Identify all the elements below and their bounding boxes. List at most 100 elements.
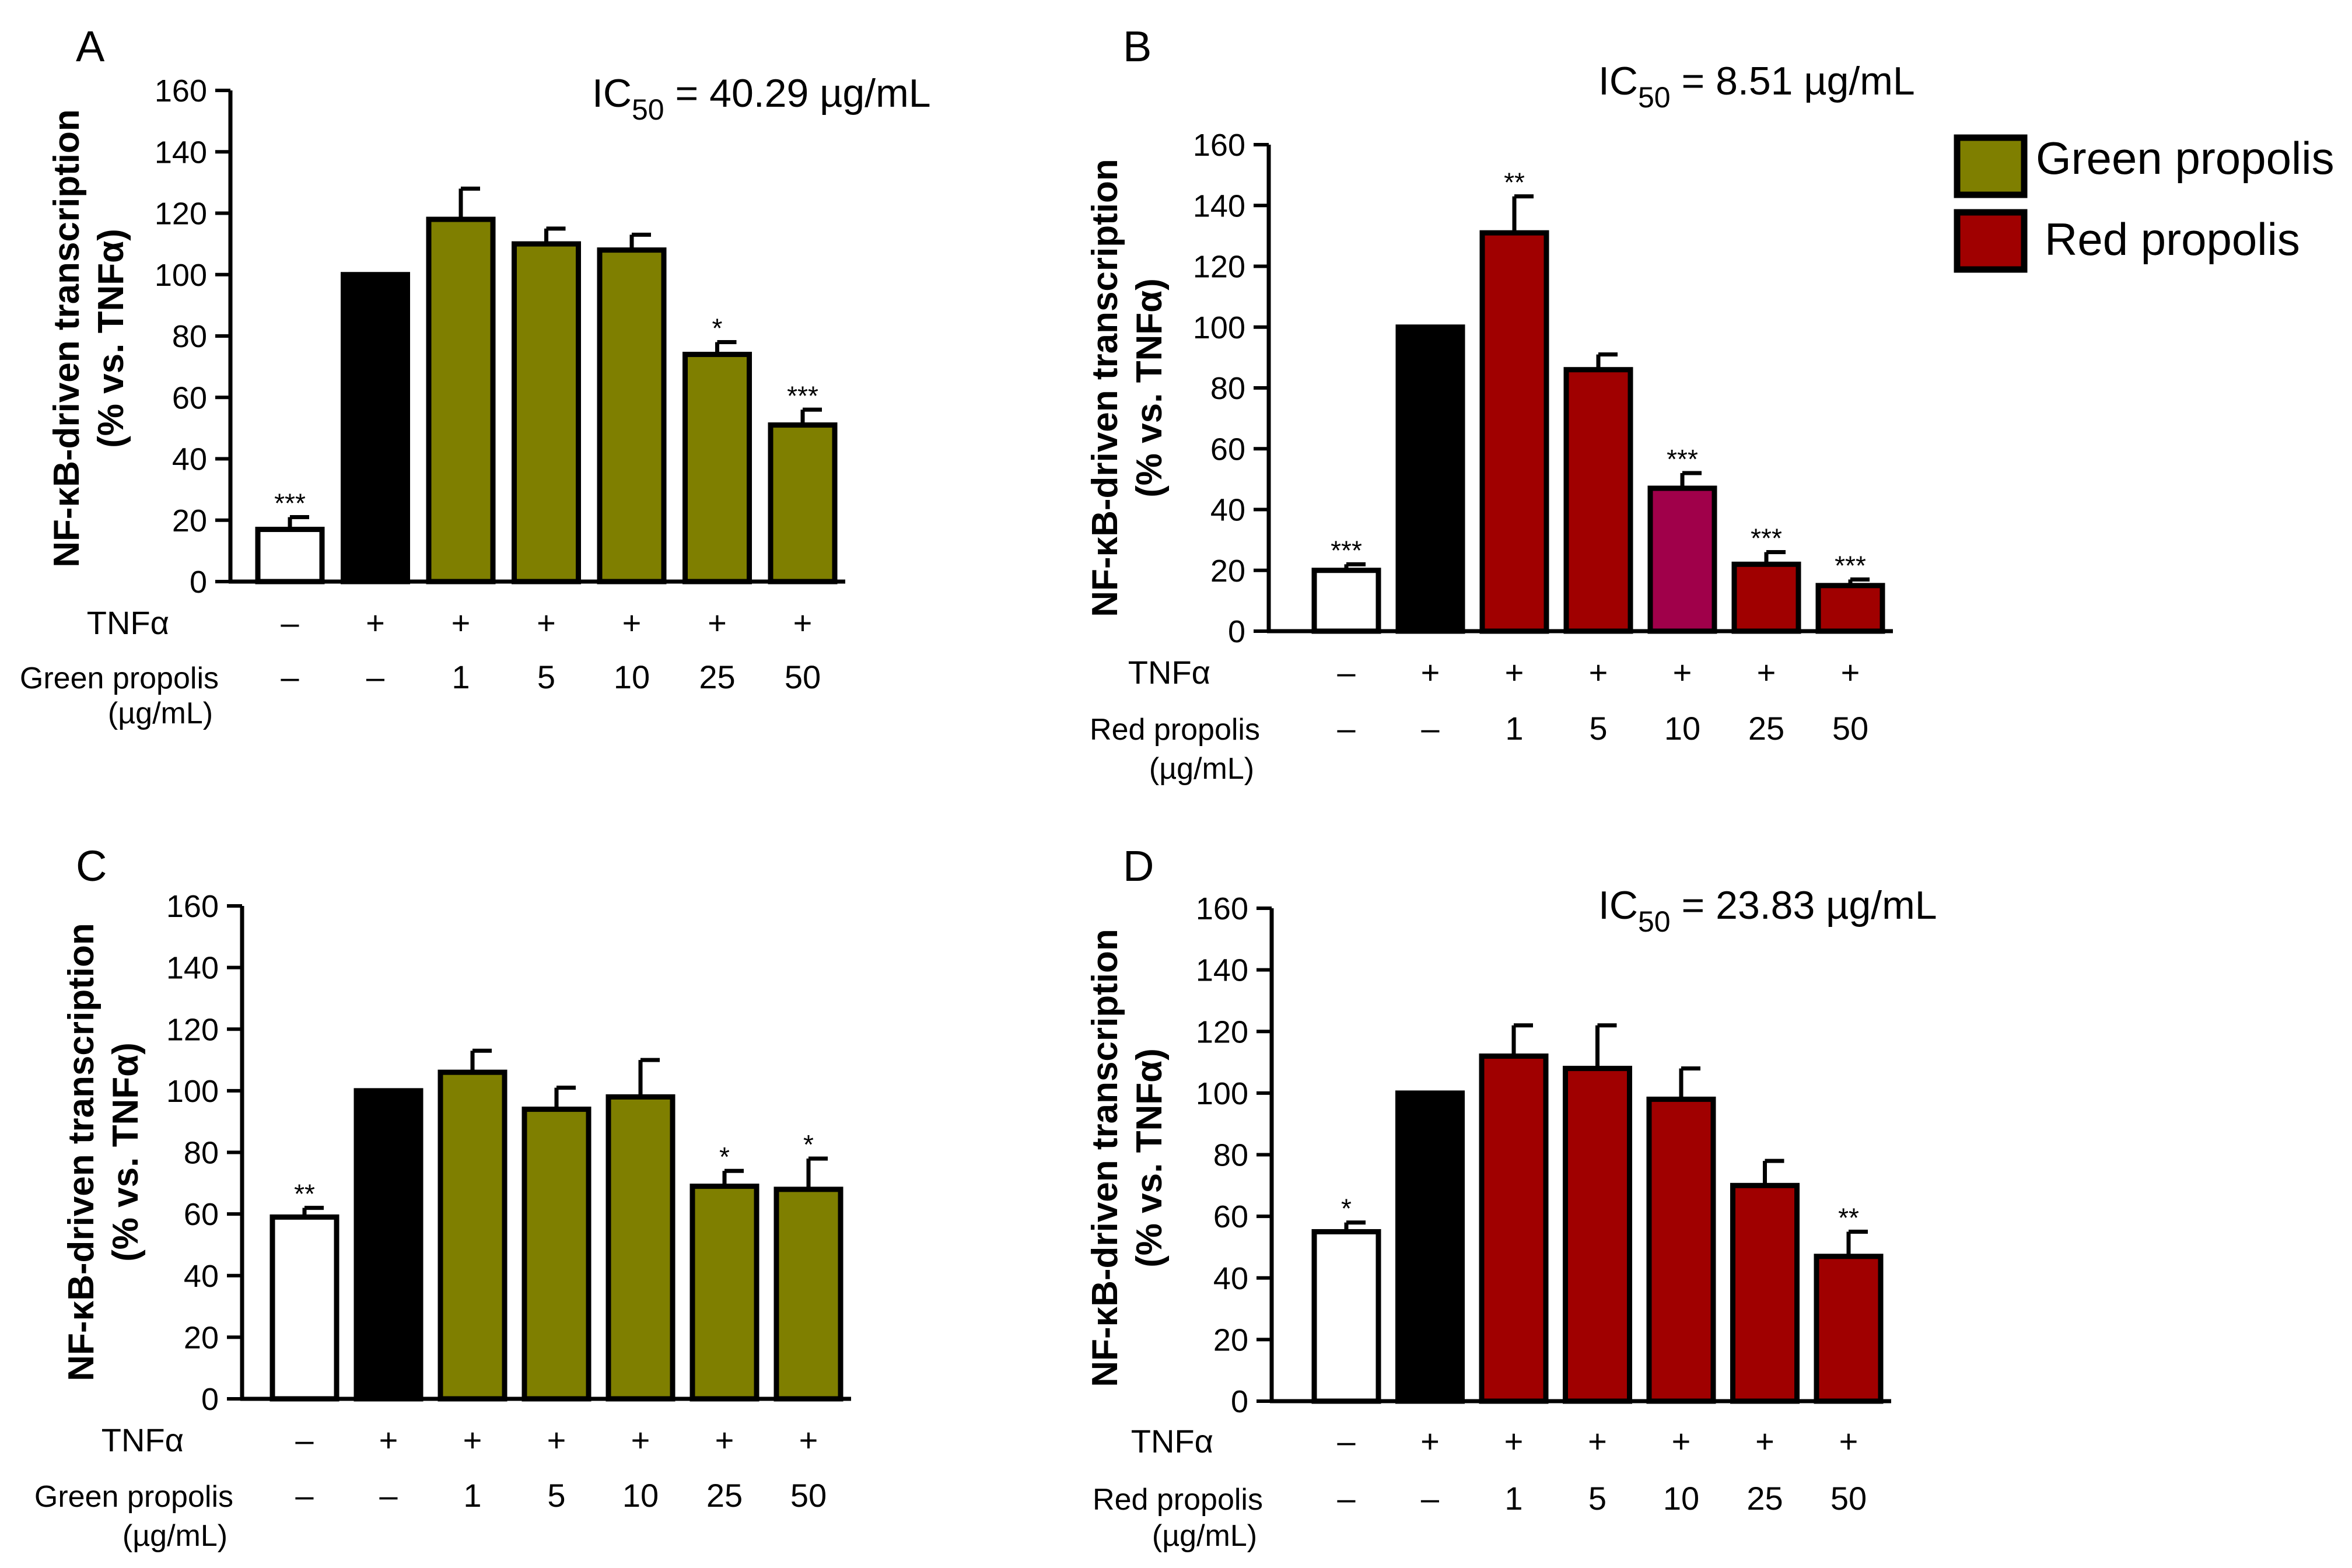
y-tick-label: 100 — [155, 258, 207, 293]
significance-label: * — [712, 313, 723, 344]
row-label-propolis: Red propolis — [1093, 1483, 1263, 1517]
significance-label: *** — [787, 380, 818, 411]
tnf-value: – — [1337, 1423, 1356, 1460]
tnf-value: + — [1839, 1423, 1859, 1460]
tnf-value: – — [1337, 654, 1356, 691]
row-label-propolis: Green propolis — [34, 1480, 233, 1514]
y-axis-title-line1: NF-κB-driven transcription — [1085, 159, 1125, 617]
bar — [1563, 367, 1633, 634]
row-label-tnf: TNFα — [87, 604, 169, 641]
row-label-tnf: TNFα — [1128, 654, 1210, 691]
ic50-subscript: 50 — [1638, 81, 1671, 114]
dose-value: 25 — [699, 659, 735, 695]
dose-value: 1 — [452, 659, 470, 695]
ic50-prefix: IC — [1598, 59, 1638, 103]
y-axis-title-line1: NF-κB-driven transcription — [1085, 929, 1125, 1387]
bar — [774, 1186, 844, 1402]
y-tick-label: 120 — [1196, 1014, 1248, 1049]
ic50-title: IC50 = 8.51 µg/mL — [1598, 59, 1915, 114]
tnf-value: + — [1755, 1423, 1774, 1460]
dose-value: 1 — [1504, 1480, 1522, 1517]
legend-swatch-green — [1954, 134, 2028, 198]
dose-value: – — [366, 659, 385, 695]
significance-label: * — [803, 1129, 814, 1160]
y-tick-label: 60 — [172, 380, 207, 415]
dose-value: 5 — [1589, 710, 1607, 747]
tnf-value: + — [622, 604, 642, 641]
y-tick-label: 20 — [172, 503, 207, 538]
bar — [606, 1094, 676, 1402]
tnf-value: – — [281, 604, 299, 641]
tnf-value: + — [631, 1422, 650, 1458]
y-tick-label: 20 — [1213, 1322, 1248, 1357]
bar — [426, 216, 496, 584]
y-tick-label: 100 — [1196, 1076, 1248, 1111]
row-label-units: (µg/mL) — [123, 1519, 228, 1553]
ic50-value: = 8.51 µg/mL — [1671, 59, 1915, 103]
ic50-title: IC50 = 23.83 µg/mL — [1598, 883, 1937, 938]
bar — [1311, 568, 1381, 634]
y-axis-title-line2: (% vs. TNFα) — [1129, 278, 1170, 498]
y-axis-title-line1: NF-κB-driven transcription — [61, 923, 102, 1381]
tnf-value: – — [295, 1422, 314, 1458]
ic50-prefix: IC — [1598, 883, 1638, 928]
row-label-propolis: Green propolis — [20, 662, 219, 695]
y-tick-label: 160 — [1193, 128, 1245, 163]
row-label-units: (µg/mL) — [1149, 752, 1254, 786]
ic50-subscript: 50 — [1638, 905, 1671, 938]
dose-value: 5 — [547, 1477, 565, 1514]
dose-value: – — [281, 659, 299, 695]
y-tick-label: 60 — [1210, 432, 1245, 467]
y-tick-label: 0 — [201, 1382, 219, 1417]
bar — [768, 422, 838, 584]
y-tick-label: 60 — [1213, 1199, 1248, 1234]
y-tick-label: 60 — [184, 1197, 219, 1232]
y-tick-label: 40 — [172, 442, 207, 477]
dose-value: 25 — [706, 1477, 743, 1514]
panel-label: D — [1123, 842, 1154, 890]
y-tick-label: 160 — [1196, 891, 1248, 926]
bar — [682, 352, 752, 584]
row-label-tnf: TNFα — [1131, 1423, 1213, 1460]
bar — [1395, 324, 1465, 634]
dose-value: 50 — [1831, 1480, 1867, 1517]
y-tick-label: 140 — [166, 951, 219, 986]
significance-label: ** — [1504, 167, 1525, 198]
tnf-value: + — [1421, 654, 1440, 691]
dose-value: – — [1421, 710, 1440, 747]
y-axis-title: NF-κB-driven transcription (% vs. TNFα) — [61, 923, 146, 1381]
legend-swatch-red — [1954, 209, 2028, 273]
bar — [522, 1107, 592, 1402]
tnf-value: + — [1504, 1423, 1524, 1460]
dose-value: 5 — [537, 659, 555, 695]
significance-label: *** — [1751, 523, 1782, 553]
bar — [1563, 1066, 1632, 1404]
significance-label: * — [719, 1142, 730, 1172]
y-tick-label: 40 — [184, 1259, 219, 1294]
bar — [1311, 1229, 1381, 1404]
dose-value: 10 — [614, 659, 650, 695]
tnf-value: + — [1589, 654, 1608, 691]
y-axis-title-line2: (% vs. TNFα) — [106, 1042, 146, 1262]
significance-label: *** — [1667, 444, 1698, 474]
significance-label: ** — [1838, 1203, 1859, 1233]
tnf-value: + — [463, 1422, 482, 1458]
bar — [1647, 485, 1717, 634]
tnf-value: + — [379, 1422, 398, 1458]
bar — [1814, 1254, 1884, 1404]
significance-label: *** — [1835, 550, 1866, 580]
bar — [512, 241, 581, 584]
dose-value: – — [1421, 1480, 1440, 1517]
row-label-propolis: Red propolis — [1090, 713, 1260, 747]
y-tick-label: 120 — [166, 1012, 219, 1047]
bar — [1731, 561, 1801, 634]
panel-label: C — [76, 842, 107, 890]
bar — [690, 1184, 760, 1402]
tnf-value: + — [547, 1422, 566, 1458]
row-label-units: (µg/mL) — [108, 696, 213, 730]
panel-label: A — [76, 22, 105, 71]
dose-value: 10 — [1664, 710, 1700, 747]
row-label-tnf: TNFα — [102, 1422, 184, 1458]
